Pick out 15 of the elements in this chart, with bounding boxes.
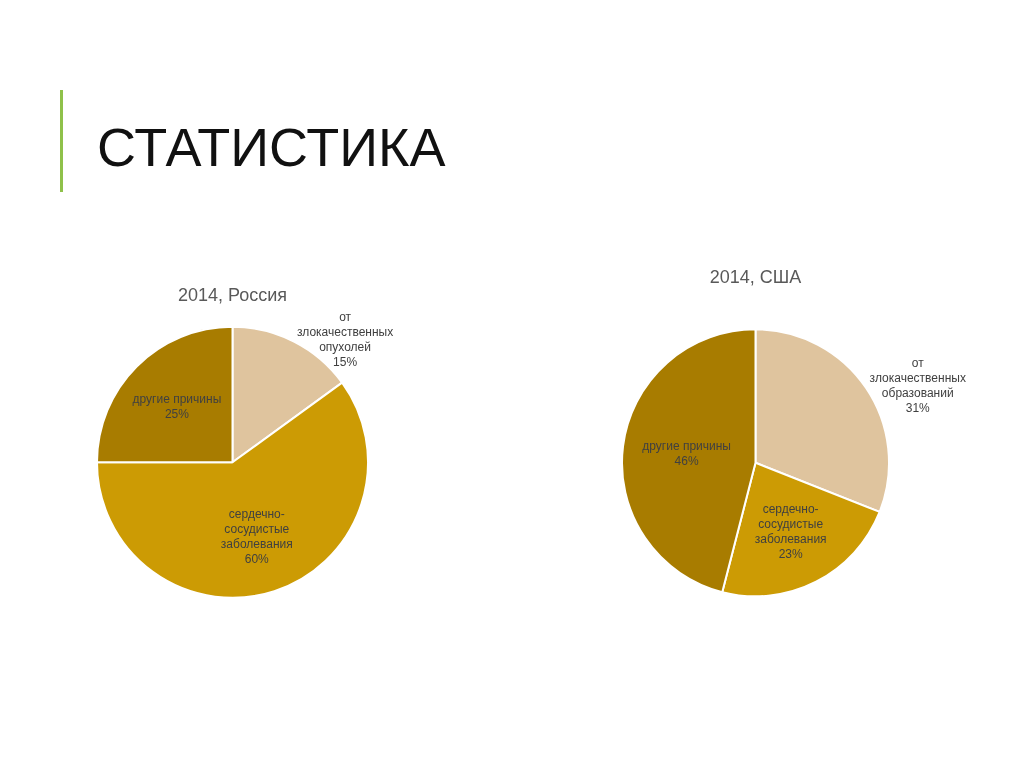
slice-label: от злокачественных образований [869, 356, 966, 401]
slice-label: другие причины [132, 391, 222, 406]
data-label: 46% [674, 453, 699, 468]
chart-title: 2014, Россия [177, 284, 288, 305]
slice-label: от злокачественных опухолей [296, 309, 394, 354]
data-label: 31% [905, 401, 931, 416]
slice-label: другие причины [642, 438, 731, 453]
slice-label: сердечно-сосудистые заболевания [754, 501, 827, 546]
data-label: 60% [244, 551, 270, 566]
text: СТАТИСТИКА [97, 117, 446, 177]
slice-label: сердечно-сосудистые заболевания [220, 506, 293, 551]
data-label: 23% [778, 546, 803, 561]
data-label: 15% [333, 354, 358, 369]
data-label: 25% [164, 406, 190, 421]
chart-title: 2014, США [709, 266, 802, 287]
